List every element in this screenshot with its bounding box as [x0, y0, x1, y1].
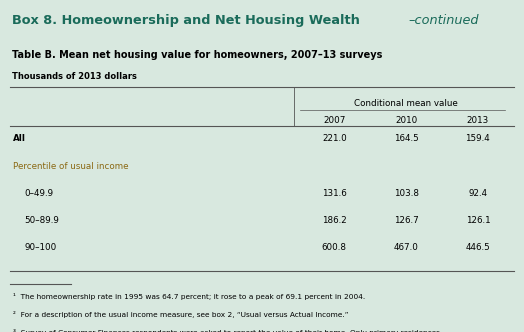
Text: 446.5: 446.5 — [465, 243, 490, 252]
Text: 2007: 2007 — [323, 116, 345, 125]
Text: 0–49.9: 0–49.9 — [25, 189, 54, 198]
Text: 2010: 2010 — [395, 116, 417, 125]
Text: Thousands of 2013 dollars: Thousands of 2013 dollars — [12, 72, 136, 81]
Text: 600.8: 600.8 — [322, 243, 347, 252]
Text: 131.6: 131.6 — [322, 189, 347, 198]
Text: 103.8: 103.8 — [394, 189, 419, 198]
Text: 126.1: 126.1 — [466, 216, 490, 225]
Text: 90–100: 90–100 — [25, 243, 57, 252]
Text: 221.0: 221.0 — [322, 134, 347, 143]
Text: All: All — [13, 134, 26, 143]
Text: 186.2: 186.2 — [322, 216, 347, 225]
Text: Percentile of usual income: Percentile of usual income — [13, 162, 128, 171]
Text: ¹  The homeownership rate in 1995 was 64.7 percent; it rose to a peak of 69.1 pe: ¹ The homeownership rate in 1995 was 64.… — [13, 293, 365, 300]
Text: 50–89.9: 50–89.9 — [25, 216, 60, 225]
Text: 92.4: 92.4 — [468, 189, 487, 198]
Text: 164.5: 164.5 — [394, 134, 419, 143]
Text: 467.0: 467.0 — [394, 243, 419, 252]
Text: Conditional mean value: Conditional mean value — [354, 99, 458, 108]
Text: 159.4: 159.4 — [465, 134, 490, 143]
Text: –continued: –continued — [408, 14, 479, 27]
Text: 126.7: 126.7 — [394, 216, 419, 225]
Text: Box 8. Homeownership and Net Housing Wealth: Box 8. Homeownership and Net Housing Wea… — [12, 14, 359, 27]
Text: ³  Survey of Consumer Finances respondents were asked to report the value of the: ³ Survey of Consumer Finances respondent… — [13, 329, 440, 332]
Text: ²  For a description of the usual income measure, see box 2, “Usual versus Actua: ² For a description of the usual income … — [13, 311, 348, 318]
Text: Table B. Mean net housing value for homeowners, 2007–13 surveys: Table B. Mean net housing value for home… — [12, 50, 382, 60]
Text: 2013: 2013 — [467, 116, 489, 125]
